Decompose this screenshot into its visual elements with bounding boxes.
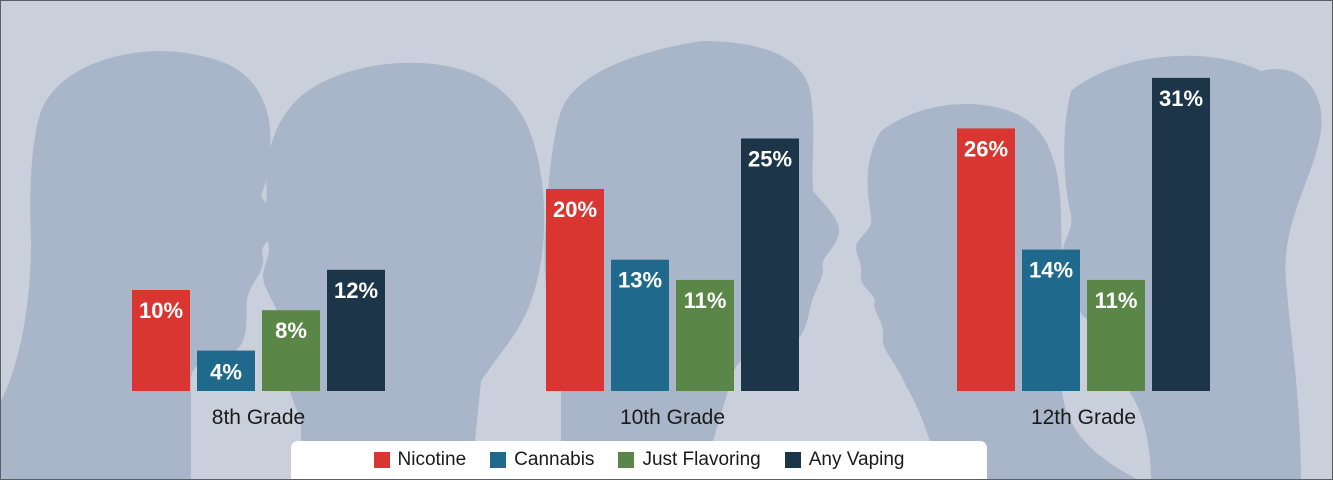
- legend-item-just-flavoring: Just Flavoring: [618, 449, 761, 471]
- bar-any-vaping-10th-grade: [741, 138, 799, 391]
- data-label-any-vaping-8th-grade: 12%: [334, 278, 378, 303]
- data-label-nicotine-8th-grade: 10%: [139, 298, 183, 323]
- data-label-any-vaping-12th-grade: 31%: [1159, 86, 1203, 111]
- legend: Nicotine Cannabis Just Flavoring Any Vap…: [291, 441, 987, 479]
- category-label-10th-grade: 10th Grade: [620, 406, 725, 429]
- data-label-just-flavoring-10th-grade: 11%: [684, 288, 727, 313]
- bar-any-vaping-12th-grade: [1152, 77, 1210, 392]
- legend-label-cannabis: Cannabis: [514, 449, 595, 470]
- bar-just-flavoring-12th-grade: [1087, 279, 1145, 391]
- bar-just-flavoring-8th-grade: [262, 310, 320, 391]
- data-label-cannabis-8th-grade: 4%: [210, 360, 242, 385]
- data-label-just-flavoring-12th-grade: 11%: [1095, 288, 1138, 313]
- bar-cannabis-12th-grade: [1022, 249, 1080, 391]
- bars-layer: 10% 4% 8% 12% 20% 13% 11% 25% 26% 14% 11% 31%: [132, 77, 1210, 392]
- bar-cannabis-8th-grade: [197, 350, 255, 391]
- legend-label-just-flavoring: Just Flavoring: [642, 449, 761, 470]
- data-label-cannabis-12th-grade: 14%: [1029, 258, 1073, 283]
- bar-cannabis-10th-grade: [611, 259, 669, 391]
- legend-item-cannabis: Cannabis: [490, 449, 594, 471]
- legend-item-any-vaping: Any Vaping: [784, 449, 905, 471]
- bar-any-vaping-8th-grade: [327, 269, 385, 391]
- bar-nicotine-10th-grade: [546, 189, 604, 391]
- bar-nicotine-8th-grade: [132, 290, 190, 391]
- legend-label-nicotine: Nicotine: [397, 449, 467, 470]
- bar-nicotine-12th-grade: [957, 128, 1015, 391]
- data-label-just-flavoring-8th-grade: 8%: [275, 318, 307, 343]
- data-label-cannabis-10th-grade: 13%: [618, 268, 662, 293]
- category-labels: 8th Grade 10th Grade 12th Grade: [212, 406, 1136, 429]
- legend-label-any-vaping: Any Vaping: [808, 449, 905, 470]
- legend-item-nicotine: Nicotine: [373, 449, 467, 471]
- silhouette-boy-left: [1, 51, 279, 479]
- legend-swatch-any-vaping: [784, 452, 801, 468]
- data-label-nicotine-12th-grade: 26%: [964, 136, 1008, 161]
- category-label-12th-grade: 12th Grade: [1031, 406, 1136, 429]
- category-label-8th-grade: 8th Grade: [212, 406, 305, 429]
- legend-swatch-nicotine: [373, 452, 390, 468]
- data-label-any-vaping-10th-grade: 25%: [748, 147, 792, 172]
- bar-just-flavoring-10th-grade: [676, 279, 734, 391]
- legend-swatch-cannabis: [490, 452, 507, 468]
- legend-swatch-just-flavoring: [618, 452, 635, 468]
- data-label-nicotine-10th-grade: 20%: [553, 197, 597, 222]
